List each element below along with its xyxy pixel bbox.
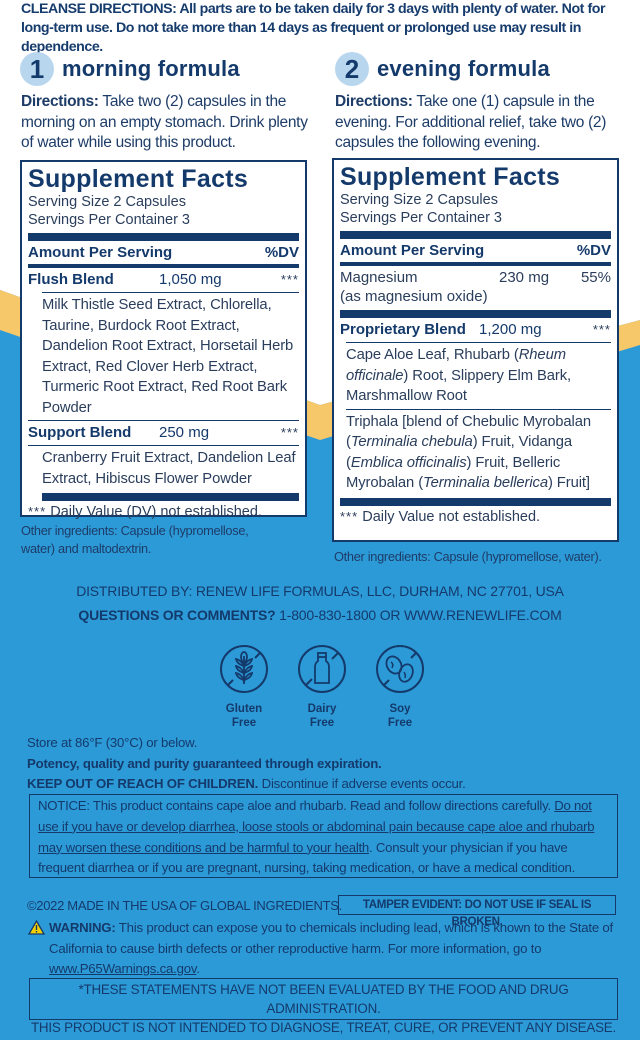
divider-thick (340, 231, 611, 239)
morning-number-badge: 1 (20, 52, 54, 86)
milk-bottle-crossed-icon (298, 645, 346, 693)
notice-rest: . Consult your physician if you have fre… (38, 839, 576, 876)
fda-line-1: *THESE STATEMENTS HAVE NOT BEEN EVALUATE… (78, 982, 569, 1016)
icon-label: Soy Free (387, 703, 413, 729)
dv-header: %DV (264, 244, 299, 261)
morning-directions: Directions: Take two (2) capsules in the… (21, 92, 311, 154)
blend-ingredients: Milk Thistle Seed Extract, Chlorella, Ta… (42, 297, 294, 416)
contact-line: QUESTIONS OR COMMENTS? 1-800-830-1800 OR… (0, 607, 640, 623)
evening-directions-label: Directions: (335, 93, 413, 110)
amount-per-serving-header: Amount Per Serving (28, 244, 173, 261)
cleanse-directions-label: CLEANSE DIRECTIONS: (21, 1, 177, 17)
serving-size: Serving Size 2 Capsules (28, 194, 186, 210)
morning-other-ingredients: Other ingredients: Capsule (hypromellose… (21, 523, 249, 556)
blend-ingredients: Cranberry Fruit Extract, Dandelion Leaf … (42, 450, 296, 487)
divider-thin (346, 408, 611, 410)
blend-dv: *** (592, 322, 611, 337)
morning-supplement-facts: Supplement Facts Serving Size 2 Capsules… (20, 160, 307, 520)
warning-label: WARNING: (49, 920, 116, 935)
morning-formula-heading: 1 morning formula (20, 52, 240, 86)
divider-thin (42, 292, 299, 293)
blend-dv: *** (280, 272, 299, 287)
cleanse-directions: CLEANSE DIRECTIONS: All parts are to be … (21, 0, 625, 57)
serving-size: Serving Size 2 Capsules (340, 192, 498, 208)
blend-ingredients-2: Triphala [blend of Chebulic Myrobalan (T… (346, 413, 591, 492)
gluten-free-badge: Gluten Free (219, 644, 269, 730)
nutrient-name: Magnesium (340, 269, 418, 286)
nutrient-subname: (as magnesium oxide) (340, 288, 488, 305)
amount-header-row: Amount Per Serving %DV (340, 241, 611, 261)
distributor-line: DISTRIBUTED BY: RENEW LIFE FORMULAS, LLC… (76, 583, 564, 599)
nutrient-amount: 230 mg (499, 269, 550, 286)
dairy-free-badge: Dairy Free (297, 644, 347, 730)
blend-amount: 250 mg (159, 424, 210, 441)
divider-thin (28, 420, 299, 421)
divider-thick (340, 497, 611, 506)
nutrient-dv: 55% (580, 269, 611, 286)
notice-box: NOTICE: This product contains cape aloe … (29, 794, 618, 878)
divider-thick (340, 310, 611, 318)
cleanse-directions-text: All parts are to be taken daily for 3 da… (21, 1, 606, 55)
contact-text: 1-800-830-1800 OR WWW.RENEWLIFE.COM (275, 607, 562, 623)
allergen-free-icons: Gluten Free Dairy Free (219, 644, 425, 730)
warning-triangle-icon (28, 920, 45, 935)
evening-directions: Directions: Take one (1) capsule in the … (335, 92, 625, 154)
soy-free-badge: Soy Free (375, 644, 425, 730)
fda-line-2: THIS PRODUCT IS NOT INTENDED TO DIAGNOSE… (30, 1020, 617, 1035)
morning-directions-label: Directions: (21, 93, 99, 110)
prop65-warning: WARNING: This product can expose you to … (28, 918, 618, 980)
store-temp: Store at 86°F (30°C) or below. (27, 735, 198, 750)
nutrient-row: Magnesium 230 mg 55% (340, 268, 611, 288)
evening-formula-heading: 2 evening formula (335, 52, 550, 86)
servings-per-container: Servings Per Container 3 (28, 212, 190, 228)
blend-ingredients-1: Cape Aloe Leaf, Rhubarb (Rheum officinal… (346, 347, 572, 404)
amount-per-serving-header: Amount Per Serving (340, 242, 485, 259)
servings-per-container: Servings Per Container 3 (340, 210, 502, 226)
storage-info: Store at 86°F (30°C) or below. Potency, … (27, 733, 466, 795)
evening-supplement-facts: Supplement Facts Serving Size 2 Capsules… (332, 158, 619, 542)
icon-label: Dairy Free (307, 703, 337, 729)
divider-thick (28, 233, 299, 241)
blend-name: Support Blend (28, 424, 132, 441)
potency-statement: Potency, quality and purity guaranteed t… (27, 755, 382, 771)
blend-name: Proprietary Blend (340, 321, 466, 338)
divider-thin (346, 342, 611, 343)
icon-label: Gluten Free (225, 703, 263, 729)
blend-amount: 1,200 mg (479, 321, 542, 338)
sf-title: Supplement Facts (28, 165, 249, 193)
notice-underlined: Do not use if you have or develop diarrh… (38, 798, 595, 855)
evening-number-badge: 2 (335, 52, 369, 86)
notice-intro: NOTICE: This product contains cape aloe … (38, 798, 555, 813)
evening-other-ingredients: Other ingredients: Capsule (hypromellose… (334, 549, 602, 564)
made-in-statement: ©2022 MADE IN THE USA OF GLOBAL INGREDIE… (27, 898, 342, 913)
soybean-crossed-icon (376, 645, 424, 693)
wheat-crossed-icon (220, 645, 268, 693)
divider-medium (340, 262, 611, 266)
blend-row: Support Blend 250 mg *** (28, 423, 299, 443)
dv-footnote: *** Daily Value not established. (340, 508, 541, 525)
tamper-evident-box: TAMPER EVIDENT: DO NOT USE IF SEAL IS BR… (338, 895, 616, 928)
questions-label: QUESTIONS OR COMMENTS? (78, 607, 276, 623)
blend-dv: *** (280, 425, 299, 440)
divider-medium (28, 264, 299, 268)
dv-header: %DV (576, 242, 611, 259)
blend-row: Flush Blend 1,050 mg *** (28, 270, 299, 290)
divider-thick (42, 493, 299, 501)
fda-disclaimer-box: *THESE STATEMENTS HAVE NOT BEEN EVALUATE… (29, 978, 618, 1035)
divider-thin (28, 445, 299, 446)
blend-amount: 1,050 mg (159, 271, 222, 288)
evening-formula-title: evening formula (377, 56, 550, 81)
morning-formula-title: morning formula (62, 56, 240, 81)
evening-directions-text: Take one (1) capsule in the evening. For… (335, 93, 607, 151)
keep-out-statement: KEEP OUT OF REACH OF CHILDREN. Discontin… (27, 776, 466, 791)
blend-row: Proprietary Blend 1,200 mg *** (340, 320, 611, 340)
amount-header-row: Amount Per Serving %DV (28, 243, 299, 263)
p65-link[interactable]: www.P65Warnings.ca.gov (49, 961, 197, 976)
blend-name: Flush Blend (28, 271, 114, 288)
morning-directions-text: Take two (2) capsules in the morning on … (21, 93, 308, 151)
dv-footnote: *** Daily Value (DV) not established. (28, 504, 262, 520)
sf-title: Supplement Facts (340, 163, 561, 191)
